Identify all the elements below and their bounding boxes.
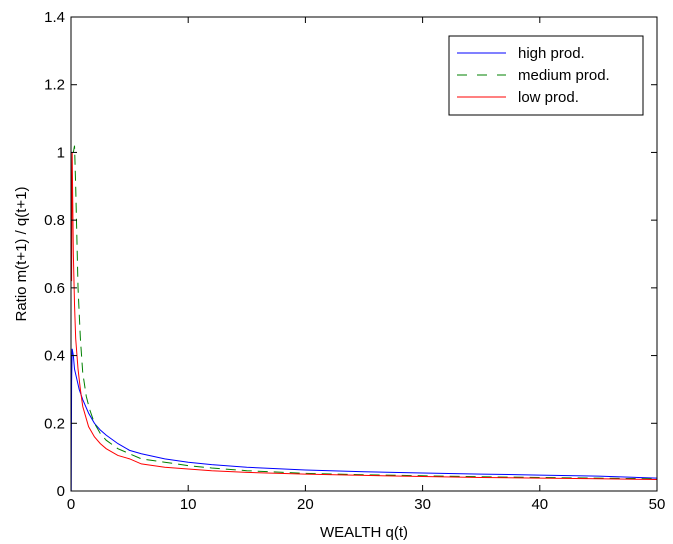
x-tick-label: 50: [649, 496, 666, 513]
y-tick-label: 0.2: [44, 415, 65, 432]
plot-frame: [70, 16, 658, 492]
y-tick-label: 0.6: [44, 280, 65, 297]
legend-label-3: low prod.: [518, 89, 579, 106]
y-tick-label: 0.8: [44, 212, 65, 229]
legend-label-2: medium prod.: [518, 67, 610, 84]
y-tick-label: 1.4: [44, 9, 65, 26]
x-tick-label: 30: [414, 496, 431, 513]
series-line-3: [71, 152, 658, 480]
y-tick-label: 0: [57, 483, 65, 500]
series-line-2: [72, 145, 658, 480]
y-axis-label: Ratio m(t+1) / q(t+1): [13, 186, 30, 321]
legend-label-1: high prod.: [518, 45, 585, 62]
y-tick-label: 0.4: [44, 348, 65, 365]
y-tick-label: 1.2: [44, 77, 65, 94]
y-tick-label: 1: [57, 144, 65, 161]
x-tick-label: 20: [297, 496, 314, 513]
series-layer: [70, 145, 658, 492]
x-axis-label: WEALTH q(t): [320, 524, 408, 541]
ticks-layer: 0 10 20 30 40 50 0 0.2 0.4 0.6 0.8 1 1.2 1.4: [44, 9, 665, 513]
legend: high prod. medium prod. low prod.: [448, 35, 644, 116]
series-line-1: [70, 348, 658, 492]
x-tick-label: 40: [531, 496, 548, 513]
x-tick-label: 0: [67, 496, 75, 513]
x-tick-label: 10: [180, 496, 197, 513]
